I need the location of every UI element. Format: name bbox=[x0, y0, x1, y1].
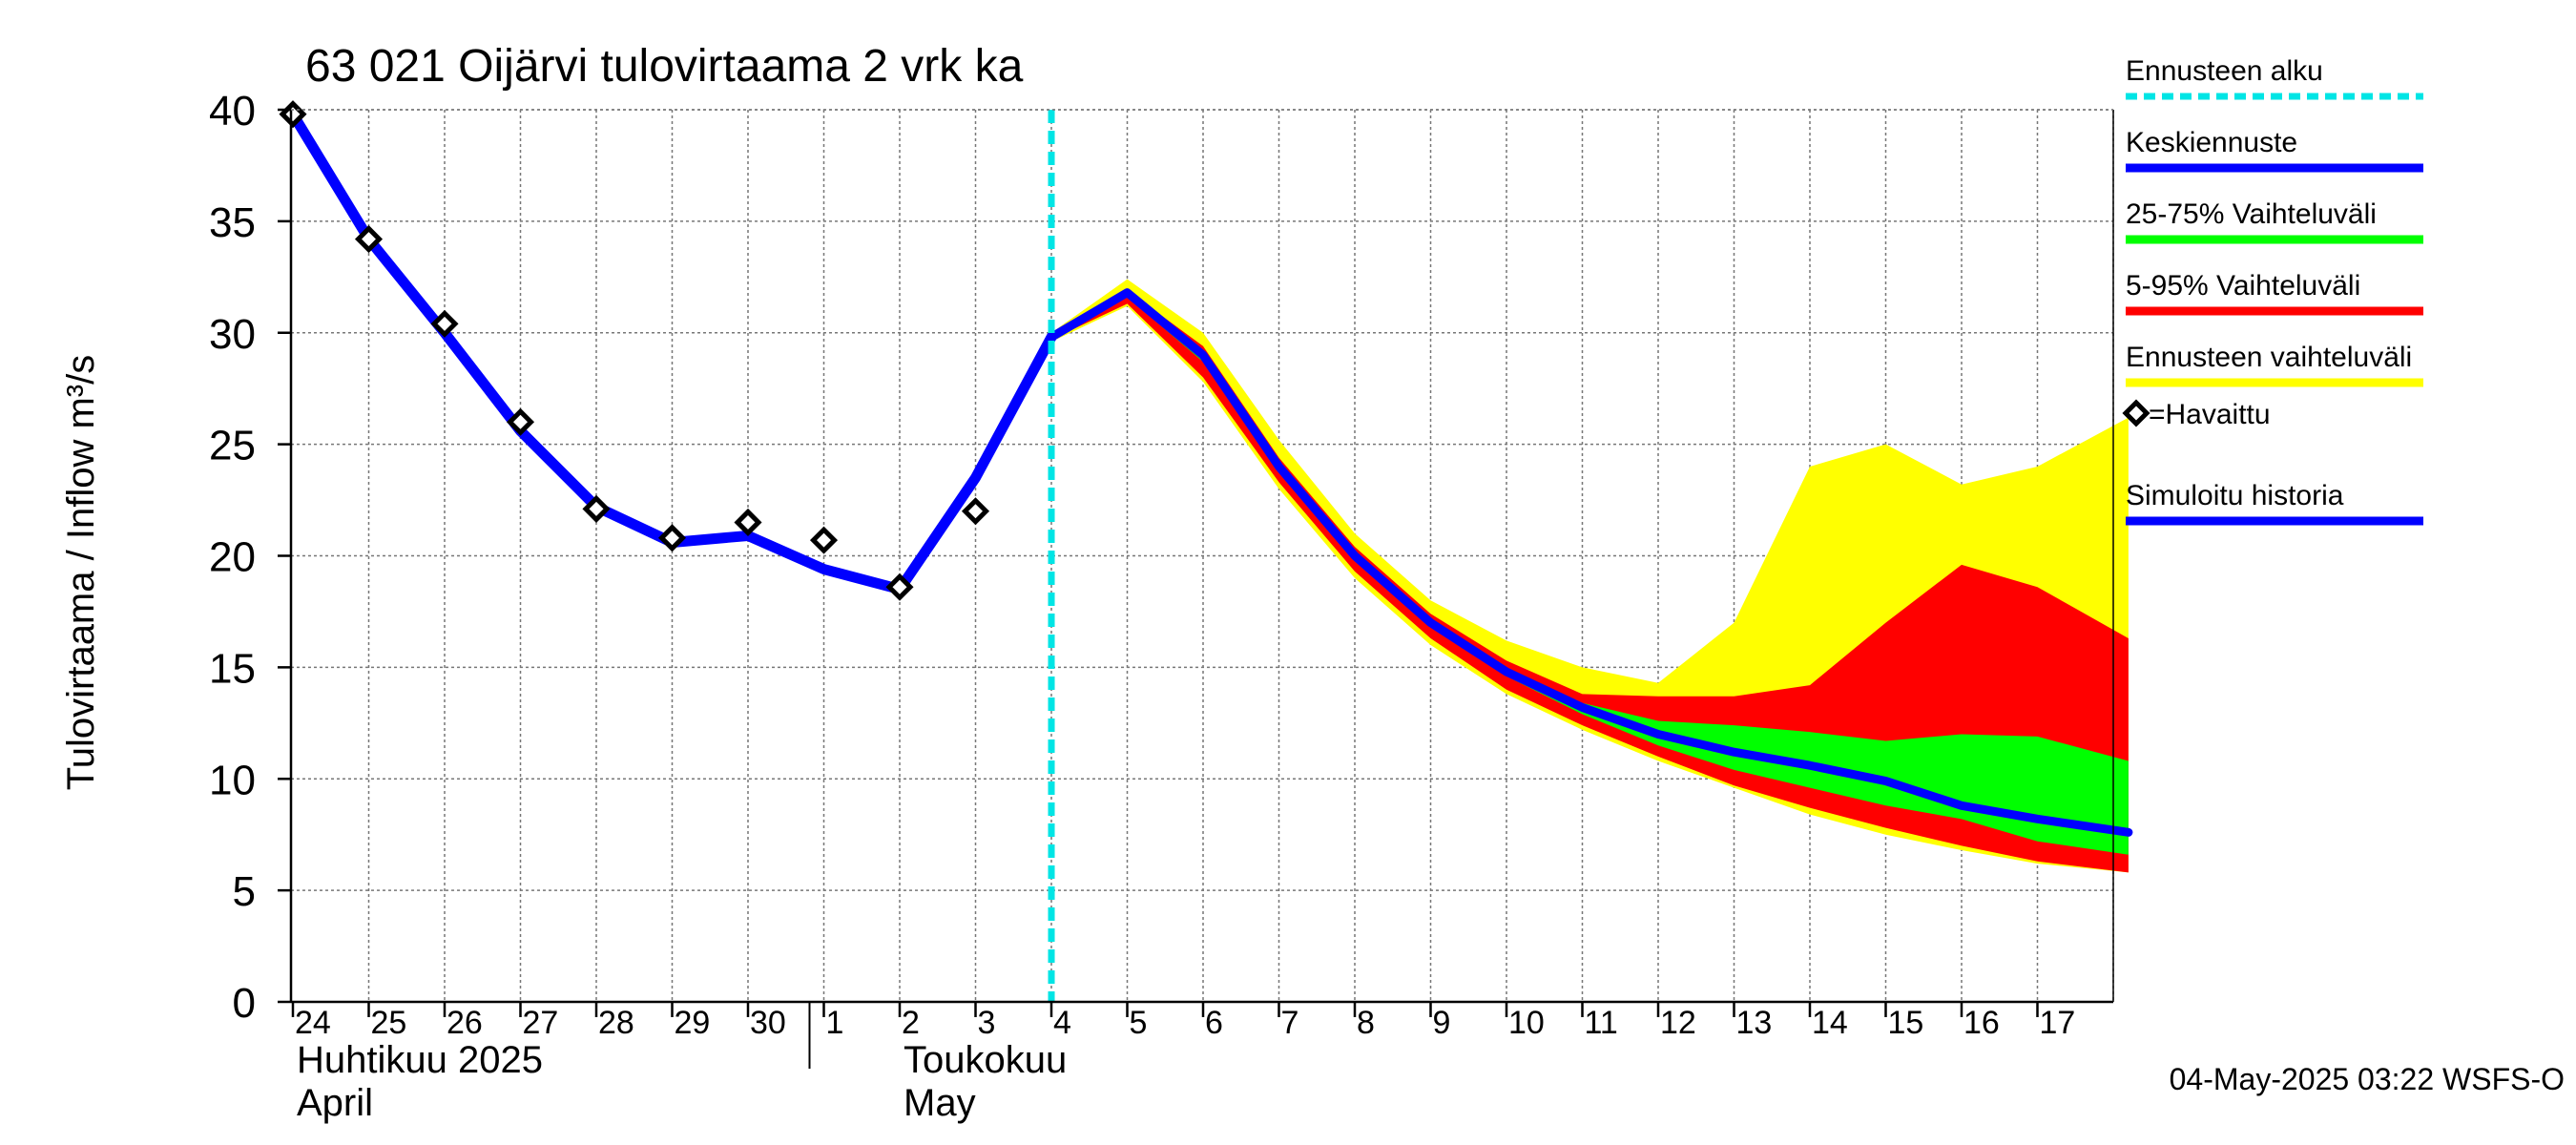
forecast-bands bbox=[1051, 279, 2129, 873]
x-tick-label: 7 bbox=[1281, 1005, 1299, 1041]
y-tick-label: 25 bbox=[209, 423, 256, 469]
y-tick-label: 10 bbox=[209, 757, 256, 803]
y-tick-label: 0 bbox=[233, 980, 256, 1027]
x-tick-label: 8 bbox=[1357, 1005, 1375, 1041]
observed-point bbox=[582, 494, 611, 523]
month-label: Huhtikuu 2025 bbox=[297, 1039, 543, 1081]
y-tick-label: 5 bbox=[233, 868, 256, 915]
legend-label: =Havaittu bbox=[2149, 399, 2271, 430]
legend-label: Ennusteen vaihteluväli bbox=[2126, 342, 2412, 373]
y-axis-label: Tulovirtaama / Inflow m³/s bbox=[60, 355, 102, 790]
observed-point bbox=[734, 508, 762, 536]
x-tick-label: 17 bbox=[2040, 1005, 2076, 1041]
series-lines bbox=[279, 100, 2133, 1002]
x-tick-label: 1 bbox=[826, 1005, 844, 1041]
legend-marker-observed bbox=[2122, 399, 2150, 427]
y-tick-label: 20 bbox=[209, 534, 256, 581]
x-tick-label: 29 bbox=[675, 1005, 711, 1041]
legend-label: Ennusteen alku bbox=[2126, 55, 2323, 87]
x-tick-label: 9 bbox=[1433, 1005, 1451, 1041]
observed-point bbox=[354, 225, 384, 254]
observed-point bbox=[961, 497, 990, 526]
x-tick-label: 28 bbox=[598, 1005, 634, 1041]
x-tick-label: 14 bbox=[1812, 1005, 1848, 1041]
observed-point bbox=[506, 407, 535, 436]
observed-point bbox=[657, 524, 687, 552]
x-tick-label: 26 bbox=[447, 1005, 483, 1041]
legend-label: Simuloitu historia bbox=[2126, 480, 2344, 511]
x-tick-label: 3 bbox=[978, 1005, 996, 1041]
y-tick-label: 15 bbox=[209, 645, 256, 692]
x-tick-label: 13 bbox=[1736, 1005, 1773, 1041]
x-tick-label: 15 bbox=[1888, 1005, 1924, 1041]
legend-label: Keskiennuste bbox=[2126, 127, 2297, 158]
x-tick-label: 30 bbox=[750, 1005, 786, 1041]
month-label: Toukokuu bbox=[904, 1039, 1067, 1081]
band-25-75 bbox=[1051, 295, 2129, 855]
legend-label: 25-75% Vaihteluväli bbox=[2126, 198, 2377, 230]
x-tick-label: 27 bbox=[523, 1005, 559, 1041]
x-tick-label: 10 bbox=[1508, 1005, 1545, 1041]
legend: Ennusteen alku Keskiennuste 25-75% Vaihtel… bbox=[2122, 55, 2423, 526]
x-tick-label: 5 bbox=[1130, 1005, 1148, 1041]
x-tick-label: 12 bbox=[1660, 1005, 1696, 1041]
month-label-en: April bbox=[297, 1082, 373, 1124]
x-tick-label: 11 bbox=[1585, 1005, 1618, 1041]
series-median-forecast bbox=[1047, 288, 2133, 837]
observed-point bbox=[809, 526, 839, 554]
y-tick-label: 30 bbox=[209, 311, 256, 358]
x-tick-label: 24 bbox=[295, 1005, 331, 1041]
chart-title: 63 021 Oijärvi tulovirtaama 2 vrk ka bbox=[305, 41, 1024, 92]
observed-point bbox=[430, 309, 459, 338]
x-tick-label: 16 bbox=[1963, 1005, 2000, 1041]
x-tick-label: 4 bbox=[1053, 1005, 1071, 1041]
band-5-95 bbox=[1051, 290, 2129, 873]
month-label-en: May bbox=[904, 1082, 976, 1124]
x-tick-label: 2 bbox=[902, 1005, 920, 1041]
y-tick-label: 35 bbox=[209, 199, 256, 246]
legend-label: 5-95% Vaihteluväli bbox=[2126, 270, 2360, 302]
x-tick-label: 25 bbox=[371, 1005, 407, 1041]
observed-point bbox=[885, 572, 914, 601]
footer-timestamp: 04-May-2025 03:22 WSFS-O bbox=[2170, 1062, 2565, 1096]
y-tick-label: 40 bbox=[209, 88, 256, 135]
x-tick-label: 6 bbox=[1205, 1005, 1223, 1041]
